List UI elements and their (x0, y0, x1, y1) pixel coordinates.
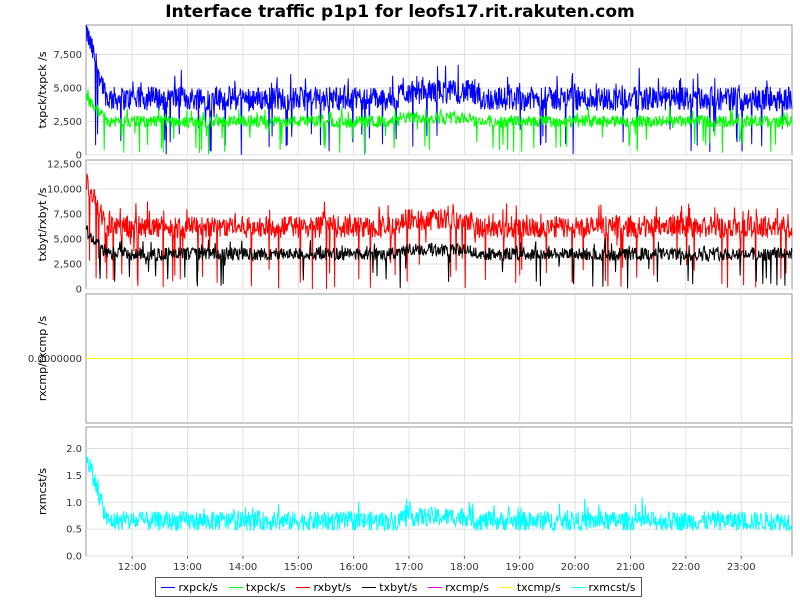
y-tick-label: 0.0000000 (28, 354, 82, 365)
legend-swatch (571, 586, 586, 588)
series-line-rxbyt (85, 173, 793, 290)
panel-1: 0 2,500 5,000 7,500 txpck/txpck /s (36, 24, 793, 162)
x-tick-label: 16:00 (339, 562, 368, 573)
legend-swatch (362, 586, 377, 588)
legend-item-rxpck: rxpck/s (161, 581, 218, 594)
x-tick-label: 21:00 (616, 562, 645, 573)
y-tick-label: 0.0 (66, 552, 82, 563)
legend-swatch (228, 586, 243, 588)
y-tick-label: 10,000 (47, 185, 82, 196)
y-axis-label: rxcmp/txcmp /s (36, 316, 49, 402)
y-axis-label: rxmcst/s (36, 468, 49, 515)
legend-label: txpck/s (245, 580, 286, 594)
y-tick-label: 2.0 (66, 444, 82, 455)
legend-item-rxmcst: rxmcst/s (571, 580, 636, 594)
legend-label: rxpck/s (178, 580, 219, 594)
series-line-txpck (85, 89, 793, 155)
y-tick-label: 5,000 (53, 235, 82, 246)
y-axis-label: txpck/txpck /s (36, 51, 49, 128)
y-tick-label: 2,500 (53, 260, 82, 271)
legend-swatch (296, 586, 311, 588)
legend-label: rxbyt/s (313, 580, 352, 594)
x-tick-label: 23:00 (727, 562, 756, 573)
legend-label: rxcmp/s (445, 580, 489, 594)
chart-title: Interface traffic p1p1 for leofs17.rit.r… (165, 2, 635, 22)
y-tick-label: 0 (76, 285, 82, 296)
x-tick-label: 20:00 (561, 562, 590, 573)
x-tick-label: 17:00 (395, 562, 424, 573)
series-line-rxmcst (85, 454, 793, 533)
panel-4: 0.0 0.5 1.0 1.5 2.0 rxmcst/s 12:00 13:00 14:00 15… (36, 426, 793, 573)
y-tick-label: 1.0 (66, 498, 82, 509)
y-tick-label: 12,500 (47, 160, 82, 171)
y-tick-label: 5,000 (53, 83, 82, 94)
y-axis-label: txbyt/rxbyt /s (36, 187, 49, 261)
x-tick-label: 22:00 (671, 562, 700, 573)
legend-item-txpck: txpck/s (228, 580, 286, 594)
series-line-txbyt (85, 225, 793, 289)
y-tick-label: 1.5 (66, 471, 82, 482)
chart-legend: rxpck/s txpck/s rxbyt/s txbyt/s rxcmp/s txcmp… (155, 577, 642, 597)
y-tick-label: 2,500 (53, 117, 82, 128)
y-tick-label: 0.5 (66, 525, 82, 536)
legend-swatch (428, 586, 443, 588)
legend-label: rxmcst/s (588, 580, 636, 594)
x-tick-label: 18:00 (450, 562, 479, 573)
y-tick-label: 7,500 (53, 210, 82, 221)
legend-item-rxcmp: rxcmp/s (428, 581, 489, 594)
x-tick-label: 15:00 (284, 562, 313, 573)
legend-label: txcmp/s (516, 580, 561, 594)
series-line-rxpck (85, 24, 793, 155)
legend-item-txcmp: txcmp/s (499, 580, 561, 594)
x-tick-label: 19:00 (505, 562, 534, 573)
x-tick-label: 14:00 (228, 562, 257, 573)
panel-2: 0 2,500 5,000 7,500 10,000 12,500 txbyt/rxbyt … (36, 159, 793, 296)
legend-swatch (499, 586, 514, 588)
legend-item-txbyt: txbyt/s (362, 581, 417, 594)
x-tick-label: 13:00 (173, 562, 202, 573)
chart-panels: 0 2,500 5,000 7,500 txpck/txpck /s 0 2,500 5,00… (28, 24, 793, 573)
legend-swatch (161, 586, 176, 588)
y-tick-label: 7,500 (53, 50, 82, 61)
legend-item-rxbyt: rxbyt/s (296, 581, 351, 594)
y-tick-label: 0 (76, 151, 82, 162)
legend-label: txbyt/s (379, 580, 418, 594)
x-tick-label: 12:00 (118, 562, 147, 573)
